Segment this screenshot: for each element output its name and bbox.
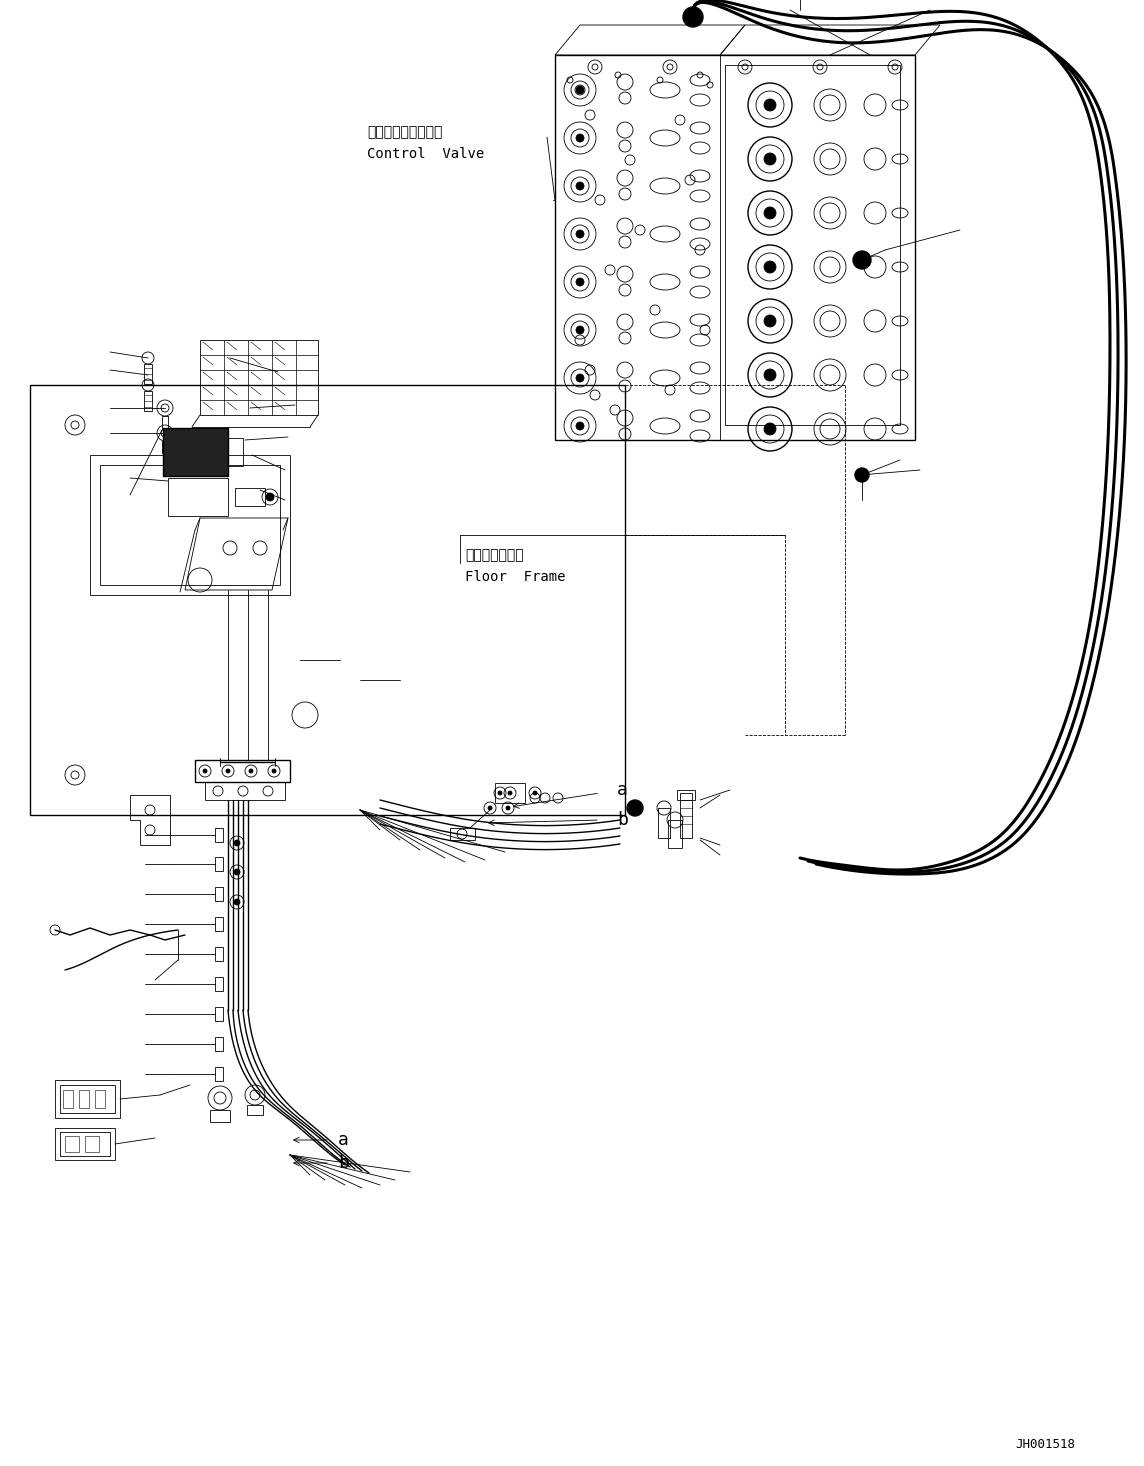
Bar bbox=[725, 65, 900, 425]
Bar bbox=[162, 416, 168, 428]
Bar bbox=[100, 465, 280, 585]
Bar bbox=[162, 441, 168, 453]
Text: b: b bbox=[337, 1154, 349, 1171]
Bar bbox=[215, 947, 223, 962]
Text: フロアフレーム: フロアフレーム bbox=[464, 548, 524, 561]
Circle shape bbox=[235, 869, 240, 875]
Bar bbox=[162, 428, 228, 476]
Circle shape bbox=[853, 251, 871, 268]
Bar bbox=[235, 488, 265, 506]
Bar bbox=[30, 386, 625, 815]
Text: JH001518: JH001518 bbox=[1015, 1438, 1075, 1451]
Circle shape bbox=[764, 369, 776, 381]
Circle shape bbox=[498, 792, 502, 795]
Bar bbox=[79, 1091, 89, 1108]
Bar bbox=[55, 1080, 120, 1119]
Circle shape bbox=[575, 279, 583, 286]
Bar bbox=[215, 918, 223, 931]
Bar bbox=[59, 1085, 116, 1113]
Bar bbox=[495, 783, 525, 803]
Bar bbox=[55, 1127, 116, 1160]
Circle shape bbox=[627, 800, 643, 817]
Bar bbox=[247, 1105, 263, 1116]
Bar bbox=[215, 976, 223, 991]
Bar bbox=[194, 759, 289, 781]
Bar bbox=[200, 340, 318, 415]
Bar bbox=[215, 1067, 223, 1080]
Text: b: b bbox=[617, 811, 628, 828]
Bar bbox=[215, 858, 223, 871]
Circle shape bbox=[855, 468, 869, 482]
Circle shape bbox=[227, 770, 230, 773]
Bar bbox=[450, 828, 475, 840]
Circle shape bbox=[764, 100, 776, 111]
Circle shape bbox=[575, 325, 583, 334]
Bar bbox=[658, 808, 670, 839]
Circle shape bbox=[235, 899, 240, 905]
Bar bbox=[215, 887, 223, 902]
Circle shape bbox=[249, 770, 253, 773]
Bar bbox=[205, 781, 285, 800]
Circle shape bbox=[202, 770, 207, 773]
Circle shape bbox=[508, 792, 513, 795]
Bar bbox=[228, 438, 243, 466]
Bar bbox=[210, 1110, 230, 1121]
Text: a: a bbox=[617, 781, 628, 799]
Circle shape bbox=[575, 422, 583, 430]
Text: コントロールバルブ: コントロールバルブ bbox=[367, 125, 443, 139]
Circle shape bbox=[488, 806, 492, 811]
Circle shape bbox=[764, 315, 776, 327]
Bar bbox=[90, 454, 289, 595]
Circle shape bbox=[533, 792, 537, 795]
Circle shape bbox=[575, 86, 583, 94]
Text: a: a bbox=[337, 1130, 349, 1149]
Circle shape bbox=[235, 840, 240, 846]
Bar bbox=[63, 1091, 73, 1108]
Bar bbox=[144, 364, 152, 384]
Circle shape bbox=[272, 770, 276, 773]
Bar bbox=[215, 1007, 223, 1020]
Circle shape bbox=[575, 133, 583, 142]
Bar bbox=[215, 828, 223, 841]
Circle shape bbox=[575, 374, 583, 383]
Text: Control  Valve: Control Valve bbox=[367, 147, 484, 161]
Circle shape bbox=[683, 7, 704, 26]
Circle shape bbox=[506, 806, 510, 811]
Bar bbox=[59, 1132, 110, 1157]
Circle shape bbox=[575, 182, 583, 191]
Circle shape bbox=[764, 261, 776, 273]
Circle shape bbox=[764, 424, 776, 435]
Text: Floor  Frame: Floor Frame bbox=[464, 570, 565, 583]
Bar bbox=[65, 1136, 79, 1152]
Bar bbox=[677, 790, 696, 800]
Bar bbox=[168, 478, 228, 516]
Bar bbox=[85, 1136, 100, 1152]
Bar bbox=[668, 819, 682, 847]
Circle shape bbox=[267, 493, 275, 501]
Circle shape bbox=[764, 207, 776, 218]
Bar bbox=[215, 1036, 223, 1051]
Circle shape bbox=[764, 152, 776, 166]
Bar bbox=[680, 793, 692, 839]
Bar bbox=[144, 391, 152, 410]
Bar bbox=[95, 1091, 105, 1108]
Bar bbox=[555, 56, 915, 440]
Circle shape bbox=[575, 230, 583, 237]
